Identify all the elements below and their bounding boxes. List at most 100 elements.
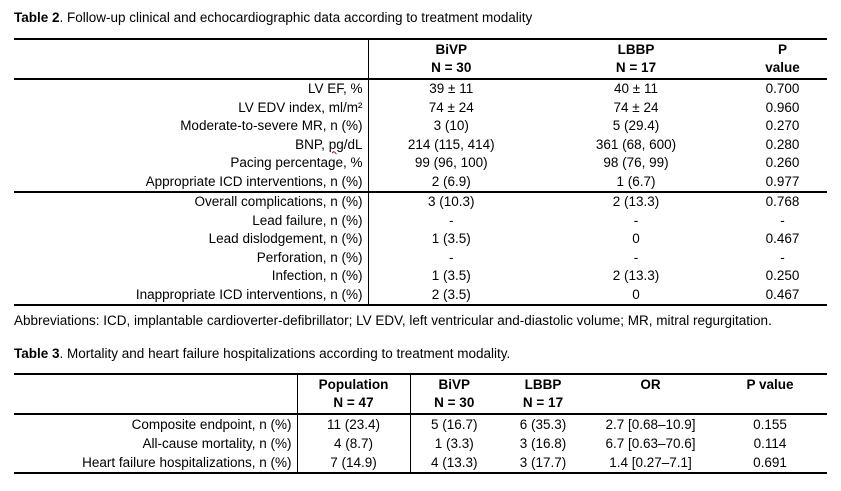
table2-corner-cell (14, 39, 369, 80)
table2-header-row: BiVP N = 30 LBBP N = 17 P value (14, 39, 827, 80)
table-row: Overall complications, n (%) 3 (10.3) 2 … (14, 192, 827, 212)
row-label: Pacing percentage, % (14, 154, 369, 173)
cell-lbbp: 3 (16.8) (519, 435, 567, 451)
table2-column-header-bivp: BiVP N = 30 (368, 39, 534, 80)
row-label: Overall complications, n (%) (14, 192, 369, 212)
row-label: LV EDV index, ml/m² (14, 98, 369, 117)
cell-pvalue: 0.960 (765, 99, 800, 115)
cell-or: 1.4 [0.27–7.1] (609, 454, 692, 470)
table3-column-header-bivp: BiVP N = 30 (410, 373, 498, 415)
column-header-line2: value (765, 60, 800, 75)
cell-bivp: 99 (96, 100) (414, 155, 488, 170)
cell-bivp: - (449, 212, 454, 228)
column-header-line1: LBBP (524, 376, 562, 392)
row-label: Heart failure hospitalizations, n (%) (14, 452, 298, 473)
column-header-line2: N = 17 (615, 60, 657, 75)
cell-pvalue: 0.270 (765, 118, 800, 133)
table3-title-number: Table 3 (14, 345, 60, 361)
cell-bivp: 1 (3.5) (431, 231, 471, 246)
table3-title: Table 3. Mortality and heart failure hos… (14, 345, 827, 362)
cell-bivp: 2 (3.5) (431, 286, 471, 302)
cell-pvalue: 0.700 (765, 81, 800, 96)
cell-pvalue: 0.768 (765, 194, 800, 209)
table3-column-header-pvalue: P value (713, 373, 827, 415)
table3: Population N = 47 BiVP N = 30 LBBP N = 1… (14, 372, 827, 474)
cell-lbbp: 74 ± 24 (613, 99, 659, 115)
column-header-line1: Population (318, 376, 389, 392)
table-row: Appropriate ICD interventions, n (%) 2 (… (14, 172, 827, 193)
cell-bivp: 3 (10.3) (427, 194, 475, 209)
cell-lbbp: - (633, 212, 639, 228)
cell-pvalue: 0.977 (738, 172, 827, 193)
cell-bivp: 1 (3.5) (431, 268, 471, 283)
row-label: BNP, pg/dL (14, 135, 369, 154)
cell-or: 6.7 [0.63–70.6] (605, 435, 696, 451)
row-label: Moderate-to-severe MR, n (%) (14, 117, 369, 136)
cell-pvalue: 0.155 (753, 416, 787, 432)
label-part: /dL (343, 136, 363, 152)
column-header-line1: LBBP (617, 42, 655, 57)
table-row: Pacing percentage, % 99 (96, 100) 98 (76… (14, 154, 827, 173)
cell-bivp: - (449, 249, 454, 265)
table3-corner-cell (14, 373, 298, 415)
cell-population: 7 (14.9) (297, 452, 411, 473)
cell-lbbp: 6 (35.3) (519, 416, 567, 432)
table2-title: Table 2. Follow-up clinical and echocard… (14, 9, 827, 26)
table-row: Lead dislodgement, n (%) 1 (3.5) 0 0.467 (14, 230, 827, 249)
cell-population: 4 (8.7) (297, 433, 411, 453)
table-row: LV EF, % 39 ± 11 40 ± 11 0.700 (14, 79, 827, 99)
cell-pvalue: 0.114 (753, 435, 787, 451)
table2-title-number: Table 2 (14, 10, 60, 25)
cell-pvalue: 0.260 (765, 155, 800, 170)
cell-pvalue: 0.691 (753, 454, 787, 470)
table2: BiVP N = 30 LBBP N = 17 P value LV EF, %… (14, 38, 827, 306)
cell-bivp: 2 (6.9) (368, 172, 534, 193)
table3-column-header-or: OR (588, 373, 713, 415)
cell-lbbp: 2 (13.3) (612, 194, 660, 209)
table-row: Moderate-to-severe MR, n (%) 3 (10) 5 (2… (14, 117, 827, 136)
table3-header-row: Population N = 47 BiVP N = 30 LBBP N = 1… (14, 373, 827, 415)
cell-bivp: 3 (10) (433, 118, 469, 133)
table-row: All-cause mortality, n (%) 4 (8.7) 1 (3.… (14, 433, 827, 453)
table-row: Composite endpoint, n (%) 11 (23.4) 5 (1… (14, 413, 827, 434)
table2-column-header-lbbp: LBBP N = 17 (534, 39, 738, 80)
cell-lbbp: 1 (6.7) (534, 172, 738, 193)
spellcheck-squiggle: pg (328, 136, 344, 152)
row-label: LV EF, % (14, 79, 369, 99)
cell-lbbp: 40 ± 11 (614, 81, 658, 96)
table-row: Heart failure hospitalizations, n (%) 7 … (14, 452, 827, 473)
table3-column-header-lbbp: LBBP N = 17 (498, 373, 588, 415)
cell-pvalue: 0.250 (765, 268, 800, 283)
table-row: BNP, pg/dL 214 (115, 414) 361 (68, 600) … (14, 135, 827, 154)
column-header-line1: BiVP (438, 376, 470, 392)
column-header-line1: BiVP (435, 42, 467, 57)
cell-lbbp: 98 (76, 99) (603, 155, 669, 170)
column-header-line2: N = 30 (434, 394, 475, 410)
cell-bivp: 74 ± 24 (428, 99, 474, 115)
cell-or: 2.7 [0.68–10.9] (605, 416, 696, 432)
table2-title-text: . Follow-up clinical and echocardiograph… (59, 10, 533, 25)
table-row: Lead failure, n (%) - - - (14, 211, 827, 230)
row-label: Composite endpoint, n (%) (14, 413, 298, 434)
column-header-line1: P (777, 42, 787, 57)
cell-bivp: 214 (115, 414) (407, 136, 495, 152)
row-label: Appropriate ICD interventions, n (%) (14, 172, 369, 193)
cell-pvalue: 0.467 (765, 286, 800, 302)
table3-column-header-population: Population N = 47 (297, 373, 411, 415)
column-header-line2: N = 47 (333, 394, 374, 410)
cell-pvalue: 0.467 (765, 231, 800, 246)
row-label: Lead dislodgement, n (%) (14, 230, 369, 249)
cell-pvalue: - (780, 212, 785, 228)
cell-lbbp: 2 (13.3) (612, 268, 660, 283)
cell-population: 11 (23.4) (297, 413, 411, 434)
column-header-line2: N = 30 (431, 60, 472, 75)
cell-lbbp: 5 (29.4) (612, 118, 660, 133)
cell-pvalue: 0.280 (765, 136, 800, 152)
cell-pvalue: - (780, 249, 785, 265)
row-label: Infection, n (%) (14, 267, 369, 286)
cell-bivp: 1 (3.3) (434, 435, 474, 451)
row-label: Inappropriate ICD interventions, n (%) (14, 285, 369, 305)
row-label: All-cause mortality, n (%) (14, 433, 298, 453)
table-row: LV EDV index, ml/m² 74 ± 24 74 ± 24 0.96… (14, 98, 827, 117)
